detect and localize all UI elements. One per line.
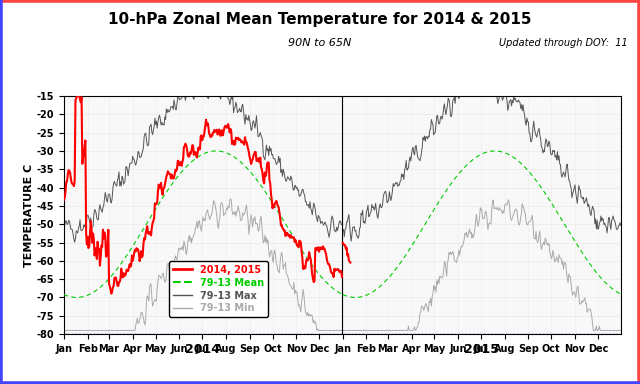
Text: 2014: 2014 [185, 343, 220, 356]
Y-axis label: TEMPERATURE C: TEMPERATURE C [24, 164, 34, 266]
Text: 10-hPa Zonal Mean Temperature for 2014 & 2015: 10-hPa Zonal Mean Temperature for 2014 &… [108, 12, 532, 26]
Legend: 2014, 2015, 79-13 Mean, 79-13 Max, 79-13 Min: 2014, 2015, 79-13 Mean, 79-13 Max, 79-13… [169, 261, 268, 317]
Text: Updated through DOY:  11: Updated through DOY: 11 [499, 38, 628, 48]
Text: 90N to 65N: 90N to 65N [288, 38, 352, 48]
Text: 2015: 2015 [463, 343, 499, 356]
